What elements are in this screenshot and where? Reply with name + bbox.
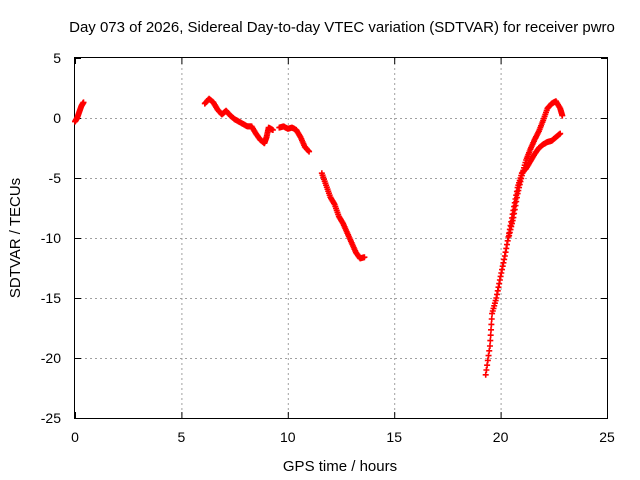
x-tick-label: 10	[280, 429, 296, 445]
y-tick-label: 5	[53, 50, 61, 66]
data-point	[361, 254, 368, 261]
y-tick-label: -25	[41, 410, 61, 426]
y-axis-label: SDTVAR / TECUs	[7, 178, 24, 298]
y-tick-label: -15	[41, 290, 61, 306]
data-point	[486, 343, 493, 349]
data-point	[488, 321, 495, 328]
x-tick-label: 20	[493, 429, 509, 445]
gridlines	[75, 58, 607, 418]
y-tick-labels: 5 0 -5 -10 -15 -20 -25	[41, 50, 61, 426]
y-tick-label: -5	[49, 170, 62, 186]
x-tick-label: 15	[386, 429, 402, 445]
data-point	[488, 326, 495, 333]
data-point	[487, 332, 494, 339]
data-point	[80, 99, 87, 106]
x-tick-label: 25	[599, 429, 615, 445]
data-point	[269, 127, 276, 133]
data-point	[487, 337, 494, 344]
x-tick-labels: 0 5 10 15 20 25	[71, 429, 615, 445]
x-tick-label: 5	[178, 429, 186, 445]
y-tick-label: 0	[53, 110, 61, 126]
y-tick-label: -10	[41, 230, 61, 246]
x-tick-label: 0	[71, 429, 79, 445]
data-point	[557, 130, 564, 137]
data-point	[306, 148, 313, 155]
x-axis-label: GPS time / hours	[283, 458, 397, 475]
data-points	[72, 95, 566, 378]
y-tick-label: -20	[41, 350, 61, 366]
chart-title: Day 073 of 2026, Sidereal Day-to-day VTE…	[69, 19, 615, 36]
plot-frame	[74, 57, 608, 419]
data-point	[559, 112, 566, 119]
data-point	[488, 316, 495, 322]
